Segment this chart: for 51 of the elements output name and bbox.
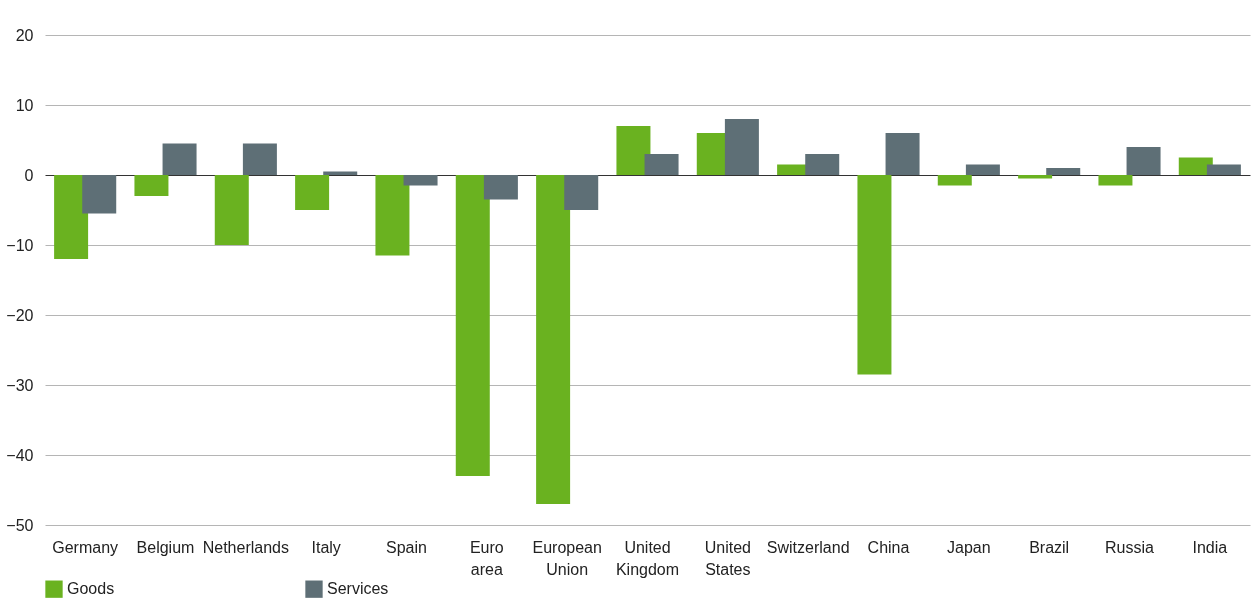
bar xyxy=(1046,168,1081,175)
bar xyxy=(214,175,249,245)
x-tick-label: Russia xyxy=(1105,538,1155,556)
bar xyxy=(162,143,197,175)
x-tick-label: Switzerland xyxy=(766,538,850,556)
bar xyxy=(54,175,89,259)
x-tick-label: Spain xyxy=(386,538,427,556)
bar xyxy=(1126,147,1161,175)
y-tick-label: 20 xyxy=(15,26,34,44)
bar xyxy=(455,175,490,476)
bar xyxy=(295,175,330,210)
bar xyxy=(82,175,117,214)
x-tick-label: Germany xyxy=(52,538,119,556)
legend-label: Services xyxy=(327,580,389,598)
bar xyxy=(1098,175,1133,186)
bar xyxy=(564,175,599,210)
bar xyxy=(724,119,759,175)
y-tick-label: −10 xyxy=(6,236,34,254)
bar xyxy=(616,126,651,175)
x-tick-label: United States xyxy=(704,538,751,578)
y-tick-label: −50 xyxy=(6,516,34,534)
bar xyxy=(857,175,892,375)
y-tick-label: 10 xyxy=(15,96,34,114)
bar xyxy=(134,175,169,196)
bar xyxy=(805,154,840,175)
y-tick-label: −40 xyxy=(6,446,34,464)
x-tick-label: Brazil xyxy=(1029,538,1070,556)
bar xyxy=(375,175,410,256)
x-tick-label: United Kingdom xyxy=(615,538,680,578)
bar xyxy=(483,175,518,200)
bar xyxy=(965,164,1000,175)
y-tick-label: 0 xyxy=(24,166,34,184)
bar xyxy=(644,154,679,175)
x-tick-label: China xyxy=(867,538,910,556)
x-tick-label: Italy xyxy=(311,538,341,556)
bar xyxy=(242,143,277,175)
x-tick-label: Japan xyxy=(947,538,991,556)
bar xyxy=(937,175,972,186)
bar xyxy=(1206,164,1241,175)
bar xyxy=(885,133,920,175)
x-tick-label: Euro area xyxy=(469,538,504,578)
y-tick-label: −20 xyxy=(6,306,34,324)
x-tick-label: European Union xyxy=(532,538,602,578)
bar xyxy=(1018,175,1053,179)
legend-label: Goods xyxy=(67,580,115,598)
x-tick-label: Belgium xyxy=(136,538,195,556)
bar xyxy=(403,175,438,186)
x-tick-label: India xyxy=(1192,538,1228,556)
y-tick-label: −30 xyxy=(6,376,34,394)
bar xyxy=(536,175,571,504)
x-tick-label: Netherlands xyxy=(202,538,289,556)
